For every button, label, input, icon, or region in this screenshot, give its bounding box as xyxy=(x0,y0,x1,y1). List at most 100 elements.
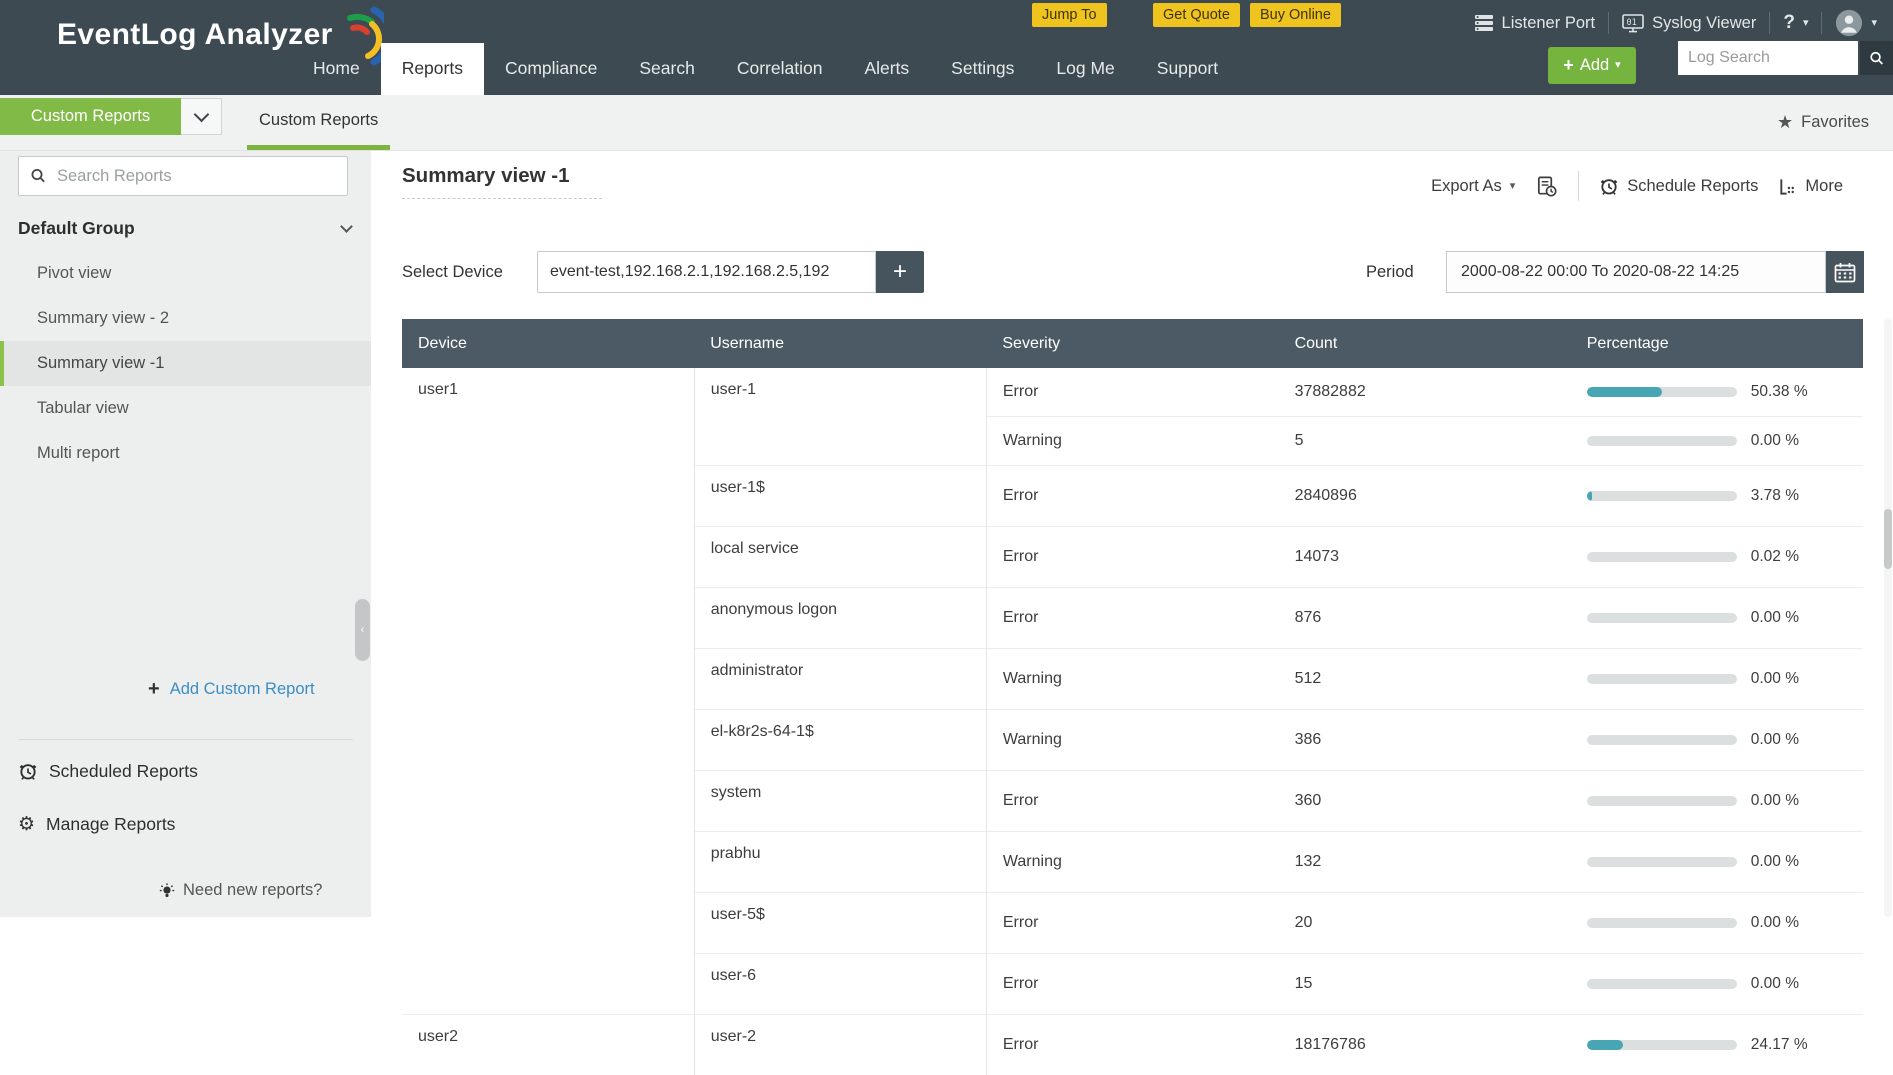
percentage-bar xyxy=(1587,436,1737,446)
divider xyxy=(1608,12,1609,34)
username-cell: user-6 xyxy=(694,954,986,1015)
select-device-input[interactable] xyxy=(537,251,876,293)
username-cell: administrator xyxy=(694,649,986,710)
syslog-viewer-button[interactable]: 01 Syslog Viewer xyxy=(1622,14,1756,33)
device-cell: user2 xyxy=(402,1015,694,1075)
avatar xyxy=(1835,9,1863,37)
percentage-bar xyxy=(1587,918,1737,928)
export-as-label: Export As xyxy=(1431,177,1502,196)
count-cell: 360 xyxy=(1279,771,1571,832)
count-cell: 876 xyxy=(1279,588,1571,649)
percentage-cell: 50.38 % xyxy=(1571,368,1863,417)
add-custom-report-button[interactable]: + Add Custom Report xyxy=(148,678,315,701)
count-cell: 20 xyxy=(1279,893,1571,954)
nav-item-support[interactable]: Support xyxy=(1136,43,1239,95)
manage-reports-label: Manage Reports xyxy=(46,814,175,835)
export-history-button[interactable] xyxy=(1535,175,1558,198)
help-icon: ? xyxy=(1783,12,1795,34)
listener-port-button[interactable]: Listener Port xyxy=(1474,14,1596,33)
severity-cell: Warning xyxy=(986,710,1278,771)
more-button[interactable]: More xyxy=(1778,177,1843,196)
tab-custom-reports[interactable]: Custom Reports xyxy=(247,95,390,150)
sidebar-item-summary-view-2[interactable]: Summary view - 2 xyxy=(0,296,371,341)
percentage-widget: 50.38 % xyxy=(1587,383,1862,401)
calendar-button[interactable] xyxy=(1826,251,1864,293)
sidebar-collapse-handle[interactable]: ‹ xyxy=(355,599,370,661)
sidebar-item-multi-report[interactable]: Multi report xyxy=(0,431,371,476)
divider xyxy=(1821,12,1822,34)
report-search-input[interactable] xyxy=(55,166,337,187)
nav-item-reports[interactable]: Reports xyxy=(381,43,484,95)
schedule-reports-button[interactable]: Schedule Reports xyxy=(1599,176,1758,196)
syslog-viewer-label: Syslog Viewer xyxy=(1652,14,1756,33)
severity-cell: Warning xyxy=(986,832,1278,893)
sidebar-item-scheduled-reports[interactable]: Scheduled Reports xyxy=(18,756,198,786)
nav-item-home[interactable]: Home xyxy=(292,43,381,95)
severity-cell: Error xyxy=(986,893,1278,954)
nav-item-search[interactable]: Search xyxy=(618,43,715,95)
sidebar-item-pivot-view[interactable]: Pivot view xyxy=(0,251,371,296)
help-menu[interactable]: ? ▾ xyxy=(1783,12,1808,34)
favorites-label: Favorites xyxy=(1801,113,1869,132)
need-new-reports-label: Need new reports? xyxy=(183,881,322,900)
sidebar-group-default[interactable]: Default Group xyxy=(18,208,351,248)
search-icon xyxy=(29,167,47,185)
username-cell: anonymous logon xyxy=(694,588,986,649)
monitor-icon: 01 xyxy=(1622,14,1644,33)
need-new-reports-link[interactable]: Need new reports? xyxy=(158,881,322,900)
add-device-button[interactable]: + xyxy=(876,251,924,293)
add-button[interactable]: + Add ▾ xyxy=(1548,47,1636,84)
add-button-label: Add xyxy=(1580,56,1609,75)
scheduled-reports-label: Scheduled Reports xyxy=(49,761,198,782)
percentage-cell: 0.00 % xyxy=(1571,710,1863,771)
log-search-input[interactable] xyxy=(1678,41,1858,75)
count-cell: 15 xyxy=(1279,954,1571,1015)
nav-item-log-me[interactable]: Log Me xyxy=(1035,43,1135,95)
percentage-cell: 0.00 % xyxy=(1571,649,1863,710)
user-account-menu[interactable]: ▾ xyxy=(1835,9,1877,37)
promo-button-jump-to[interactable]: Jump To xyxy=(1032,3,1107,27)
percentage-bar xyxy=(1587,552,1737,562)
count-cell: 18176786 xyxy=(1279,1015,1571,1075)
gear-icon: ⚙ xyxy=(18,815,35,834)
report-filters: Select Device + Period 2000-08-22 00:00 … xyxy=(402,251,1863,293)
percentage-widget: 0.00 % xyxy=(1587,975,1862,993)
percentage-widget: 0.02 % xyxy=(1587,548,1862,566)
percentage-bar xyxy=(1587,735,1737,745)
device-cell: user1 xyxy=(402,368,694,1015)
severity-cell: Error xyxy=(986,368,1278,417)
percentage-value: 0.00 % xyxy=(1751,731,1799,749)
vertical-scrollbar xyxy=(1884,319,1892,917)
percentage-cell: 0.00 % xyxy=(1571,771,1863,832)
scrollbar-thumb[interactable] xyxy=(1884,509,1892,569)
percentage-value: 0.00 % xyxy=(1751,792,1799,810)
percentage-bar xyxy=(1587,387,1737,397)
promo-button-buy-online[interactable]: Buy Online xyxy=(1250,3,1341,27)
log-search-button[interactable] xyxy=(1860,41,1893,75)
alarm-clock-icon xyxy=(18,761,38,781)
nav-item-alerts[interactable]: Alerts xyxy=(843,43,930,95)
nav-item-settings[interactable]: Settings xyxy=(930,43,1035,95)
nav-item-compliance[interactable]: Compliance xyxy=(484,43,618,95)
count-cell: 37882882 xyxy=(1279,368,1571,417)
sidebar-item-summary-view-1[interactable]: Summary view -1 xyxy=(0,341,371,386)
nav-item-correlation[interactable]: Correlation xyxy=(716,43,844,95)
period-range-field[interactable]: 2000-08-22 00:00 To 2020-08-22 14:25 xyxy=(1446,251,1826,293)
custom-reports-dropdown-caret[interactable] xyxy=(181,98,222,135)
percentage-value: 0.00 % xyxy=(1751,975,1799,993)
export-as-dropdown[interactable]: Export As ▾ xyxy=(1431,177,1515,196)
svg-text:01: 01 xyxy=(1627,18,1637,28)
favorites-button[interactable]: ★ Favorites xyxy=(1777,95,1869,150)
promo-button-get-quote[interactable]: Get Quote xyxy=(1153,3,1240,27)
schedule-reports-label: Schedule Reports xyxy=(1627,177,1758,196)
custom-reports-dropdown[interactable]: Custom Reports xyxy=(0,98,222,135)
sidebar-item-manage-reports[interactable]: ⚙ Manage Reports xyxy=(18,809,175,839)
sidebar-item-tabular-view[interactable]: Tabular view xyxy=(0,386,371,431)
username-cell: prabhu xyxy=(694,832,986,893)
percentage-widget: 3.78 % xyxy=(1587,487,1862,505)
